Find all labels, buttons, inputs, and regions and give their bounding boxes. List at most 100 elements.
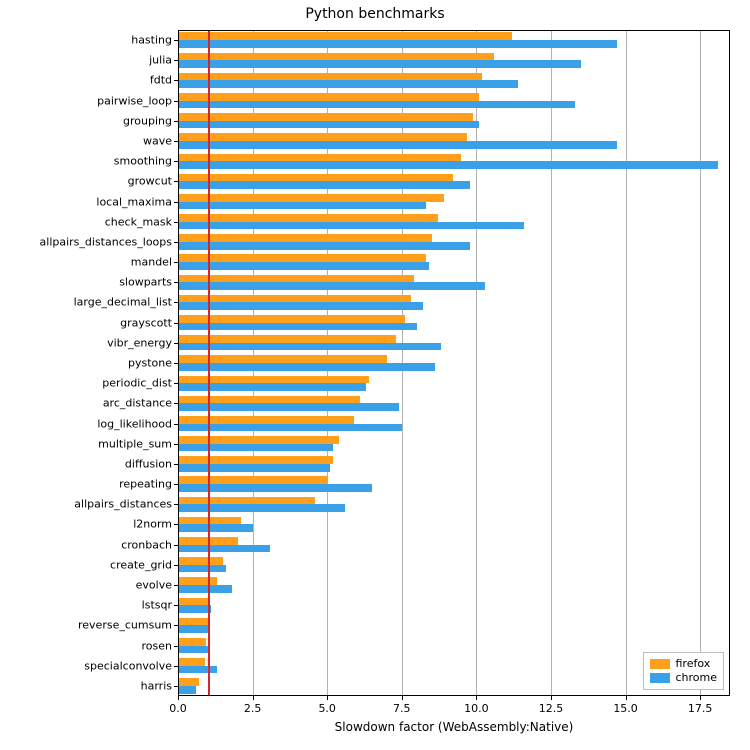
- bar-chrome: [178, 343, 441, 351]
- ytick-label: fdtd: [150, 74, 172, 87]
- bar-firefox: [178, 598, 209, 606]
- bar-chrome: [178, 464, 330, 472]
- bar-firefox: [178, 376, 369, 384]
- bar-chrome: [178, 585, 232, 593]
- bar-chrome: [178, 202, 426, 210]
- xtick-label: 5.0: [318, 702, 336, 715]
- gridline: [476, 30, 477, 696]
- xtick-label: 7.5: [393, 702, 411, 715]
- bar-chrome: [178, 524, 253, 532]
- ytick-label: diffusion: [125, 457, 172, 470]
- bar-firefox: [178, 254, 426, 262]
- bar-firefox: [178, 577, 217, 585]
- ytick-label: rosen: [142, 639, 172, 652]
- bar-firefox: [178, 678, 199, 686]
- bar-chrome: [178, 686, 196, 694]
- bar-chrome: [178, 424, 402, 432]
- legend-item-chrome: chrome: [650, 671, 717, 685]
- ytick-label: growcut: [128, 175, 172, 188]
- ytick-label: evolve: [136, 579, 172, 592]
- bar-firefox: [178, 295, 411, 303]
- bar-firefox: [178, 214, 438, 222]
- bar-chrome: [178, 504, 345, 512]
- bar-firefox: [178, 194, 444, 202]
- plot-area: [178, 30, 730, 696]
- ytick-label: pystone: [128, 357, 172, 370]
- bar-firefox: [178, 436, 339, 444]
- xtick-label: 2.5: [244, 702, 262, 715]
- gridline: [700, 30, 701, 696]
- bar-firefox: [178, 618, 208, 626]
- ytick-label: smoothing: [114, 155, 172, 168]
- xtick-mark: [178, 696, 179, 700]
- legend-swatch-firefox: [650, 659, 670, 669]
- ytick-label: vibr_energy: [107, 336, 172, 349]
- bar-chrome: [178, 323, 417, 331]
- bar-firefox: [178, 234, 432, 242]
- bar-chrome: [178, 545, 270, 553]
- bar-firefox: [178, 93, 479, 101]
- ytick-label: allpairs_distances: [74, 498, 172, 511]
- ytick-label: log_likelihood: [97, 417, 172, 430]
- bar-firefox: [178, 416, 354, 424]
- bar-chrome: [178, 666, 217, 674]
- ytick-label: create_grid: [110, 558, 172, 571]
- ytick-label: pairwise_loop: [97, 94, 172, 107]
- bar-firefox: [178, 73, 482, 81]
- gridline: [551, 30, 552, 696]
- bar-chrome: [178, 161, 718, 169]
- xtick-mark: [700, 696, 701, 700]
- ytick-label: grouping: [123, 114, 172, 127]
- ytick-label: repeating: [119, 478, 172, 491]
- legend-label-chrome: chrome: [675, 671, 717, 685]
- ytick-label: wave: [143, 135, 172, 148]
- bar-chrome: [178, 403, 399, 411]
- bar-chrome: [178, 121, 479, 129]
- ytick-label: reverse_cumsum: [78, 619, 172, 632]
- ytick-label: lstsqr: [142, 599, 172, 612]
- ytick-label: local_maxima: [96, 195, 172, 208]
- ytick-label: hasting: [131, 34, 172, 47]
- bar-chrome: [178, 282, 485, 290]
- legend-swatch-chrome: [650, 673, 670, 683]
- xtick-mark: [327, 696, 328, 700]
- ytick-label: l2norm: [133, 518, 172, 531]
- bar-chrome: [178, 565, 226, 573]
- bar-chrome: [178, 222, 524, 230]
- bar-chrome: [178, 605, 211, 613]
- legend-item-firefox: firefox: [650, 657, 717, 671]
- ytick-label: large_decimal_list: [74, 296, 172, 309]
- x-axis-label: Slowdown factor (WebAssembly:Native): [335, 720, 574, 734]
- xtick-label: 17.5: [688, 702, 713, 715]
- bar-firefox: [178, 154, 461, 162]
- reference-line: [208, 30, 210, 696]
- bar-chrome: [178, 383, 366, 391]
- xtick-mark: [551, 696, 552, 700]
- gridline: [626, 30, 627, 696]
- xtick-label: 0.0: [169, 702, 187, 715]
- figure: Python benchmarks Slowdown factor (WebAs…: [0, 0, 750, 750]
- bar-firefox: [178, 275, 414, 283]
- bar-chrome: [178, 646, 208, 654]
- bar-chrome: [178, 80, 518, 88]
- bar-chrome: [178, 40, 617, 48]
- bar-firefox: [178, 174, 453, 182]
- ytick-label: periodic_dist: [102, 377, 172, 390]
- ytick-label: arc_distance: [103, 397, 172, 410]
- ytick-label: multiple_sum: [98, 437, 172, 450]
- xtick-mark: [402, 696, 403, 700]
- ytick-label: cronbach: [121, 538, 172, 551]
- bar-firefox: [178, 32, 512, 40]
- bar-firefox: [178, 53, 494, 61]
- ytick-label: mandel: [131, 256, 172, 269]
- bar-firefox: [178, 658, 205, 666]
- xtick-label: 15.0: [613, 702, 638, 715]
- legend: firefox chrome: [643, 652, 724, 690]
- bar-chrome: [178, 363, 435, 371]
- bar-firefox: [178, 133, 467, 141]
- ytick-label: slowparts: [119, 276, 172, 289]
- xtick-label: 10.0: [464, 702, 489, 715]
- bar-firefox: [178, 113, 473, 121]
- xtick-mark: [253, 696, 254, 700]
- ytick-label: specialconvolve: [84, 659, 172, 672]
